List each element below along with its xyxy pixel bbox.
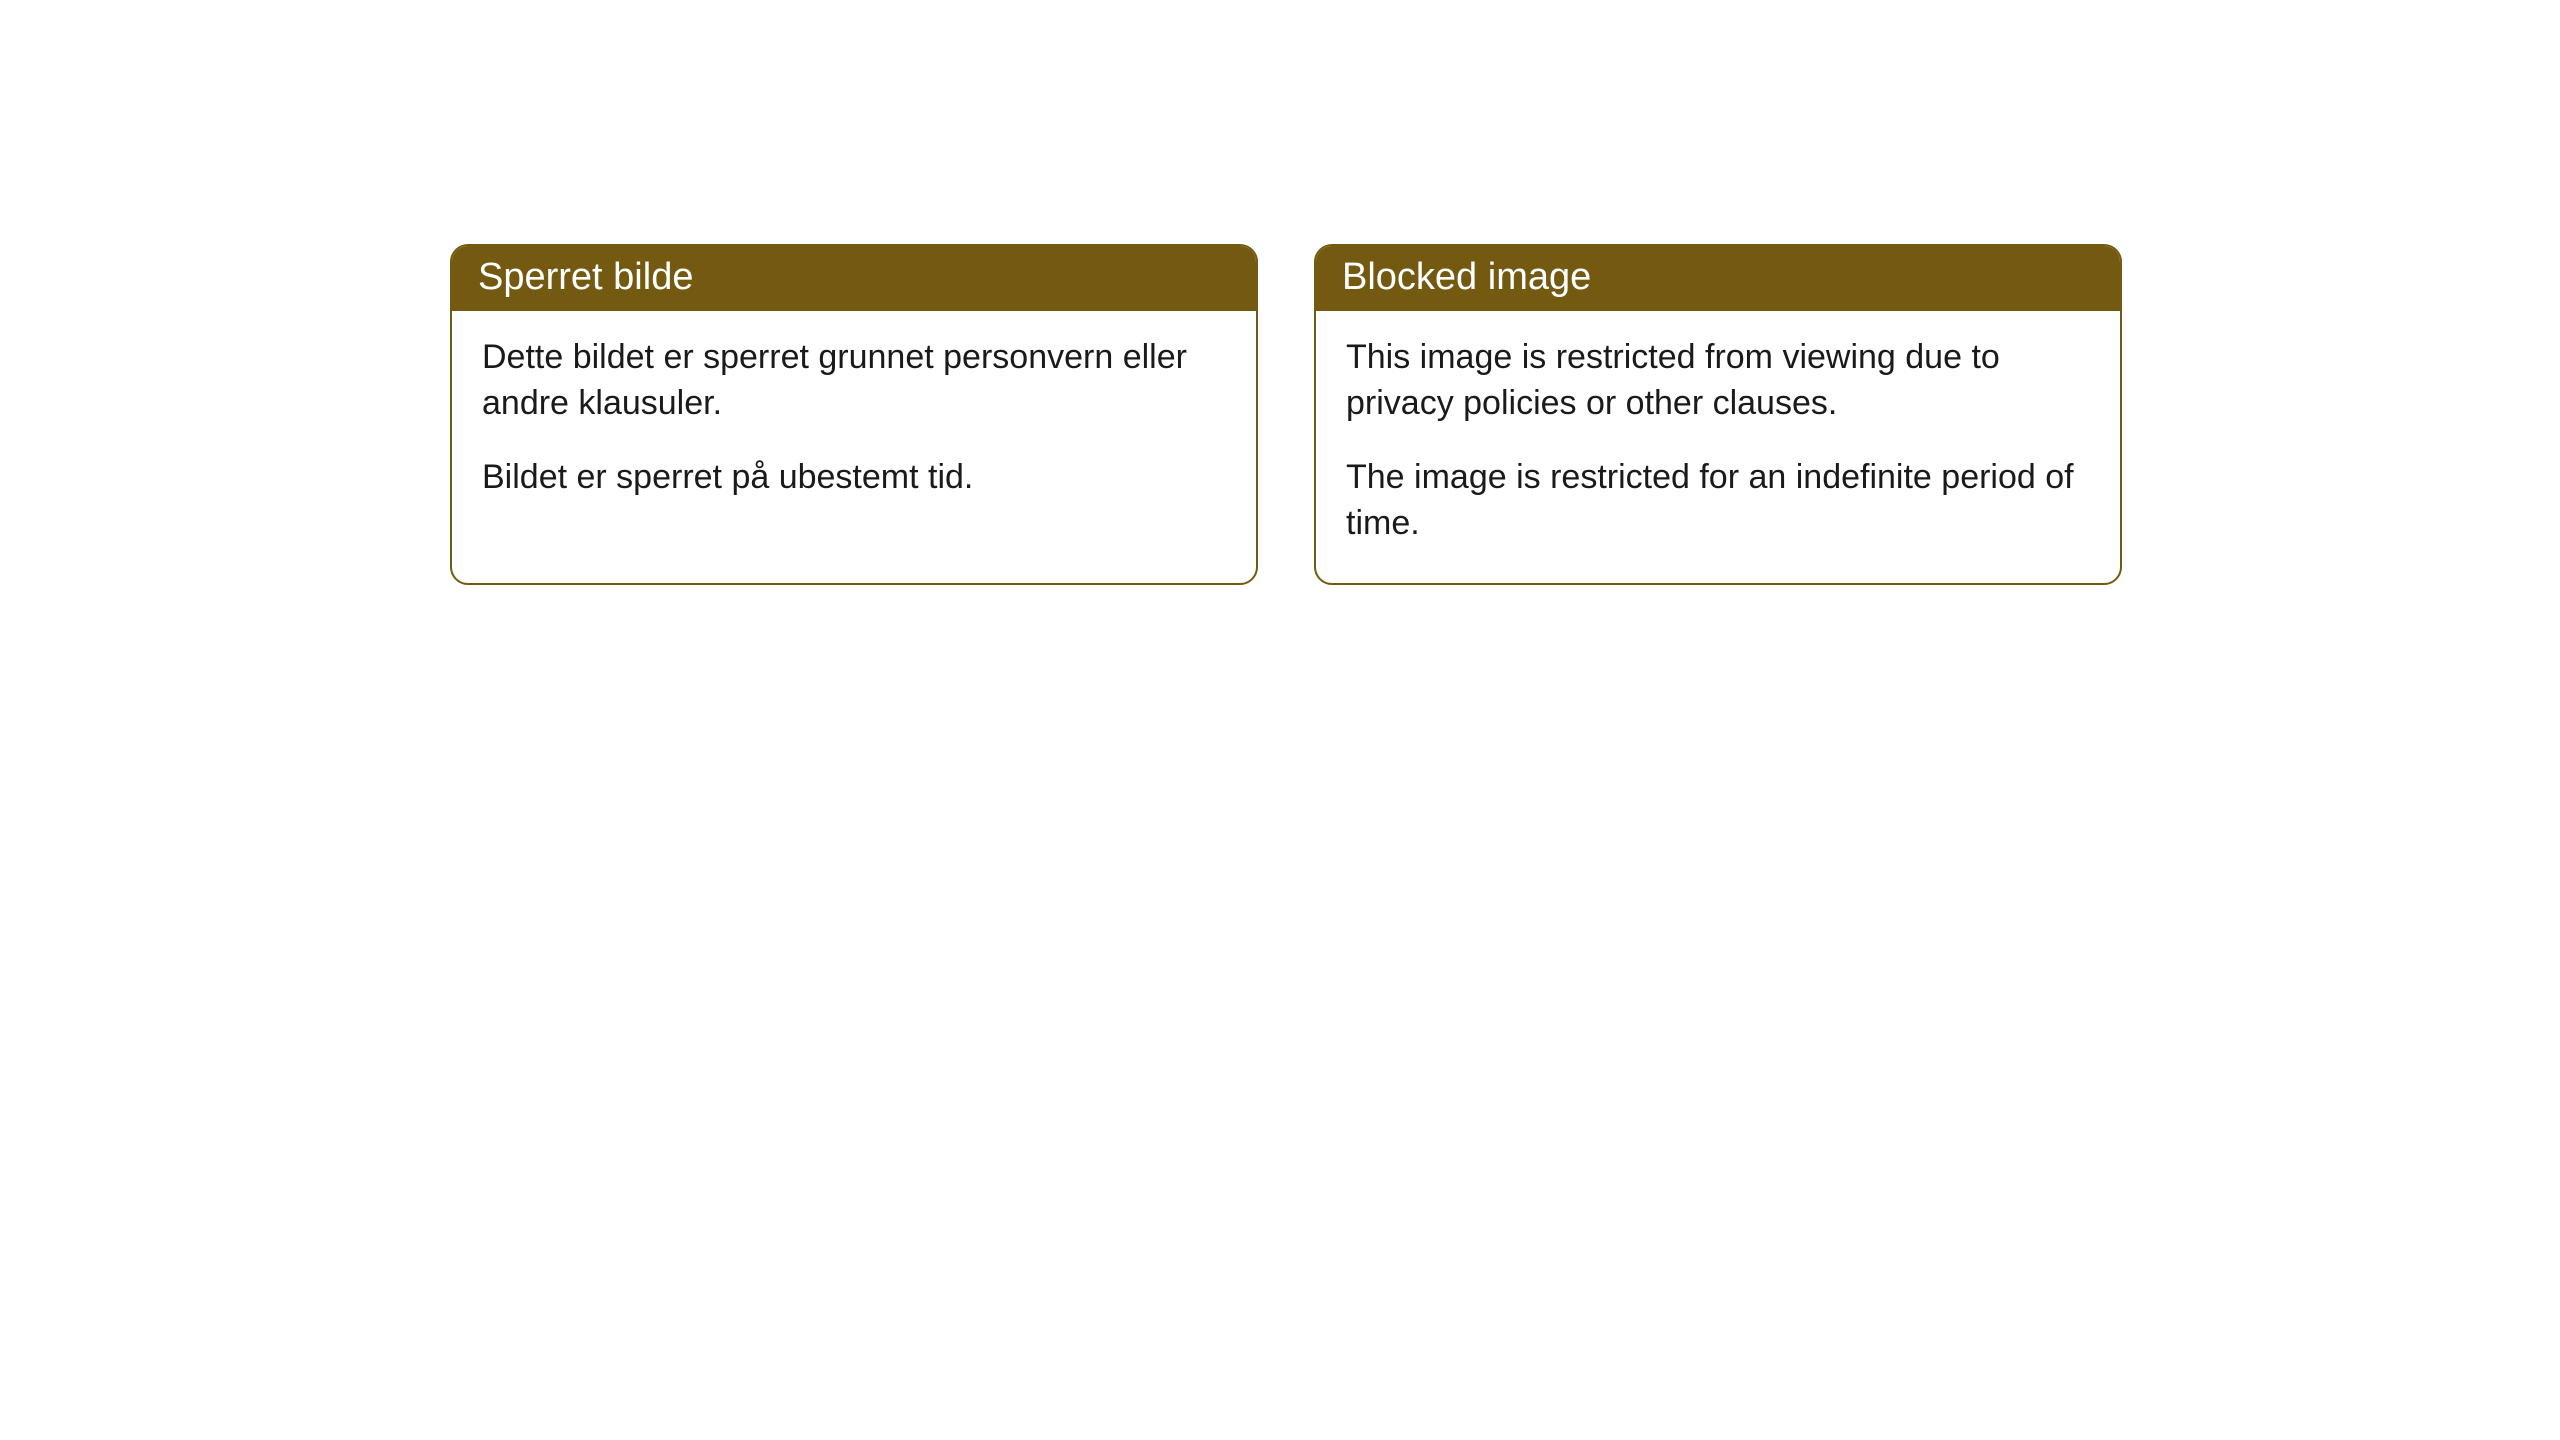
card-paragraph: Dette bildet er sperret grunnet personve… <box>482 335 1226 427</box>
card-paragraph: The image is restricted for an indefinit… <box>1346 455 2090 547</box>
card-title: Blocked image <box>1342 256 1591 298</box>
notice-container: Sperret bilde Dette bildet er sperret gr… <box>450 244 2122 585</box>
card-body: This image is restricted from viewing du… <box>1316 311 2120 583</box>
card-paragraph: This image is restricted from viewing du… <box>1346 335 2090 427</box>
notice-card-english: Blocked image This image is restricted f… <box>1314 244 2122 585</box>
card-paragraph: Bildet er sperret på ubestemt tid. <box>482 455 1226 501</box>
card-header: Blocked image <box>1316 246 2120 311</box>
notice-card-norwegian: Sperret bilde Dette bildet er sperret gr… <box>450 244 1258 585</box>
card-title: Sperret bilde <box>478 256 693 298</box>
card-body: Dette bildet er sperret grunnet personve… <box>452 311 1256 537</box>
card-header: Sperret bilde <box>452 246 1256 311</box>
